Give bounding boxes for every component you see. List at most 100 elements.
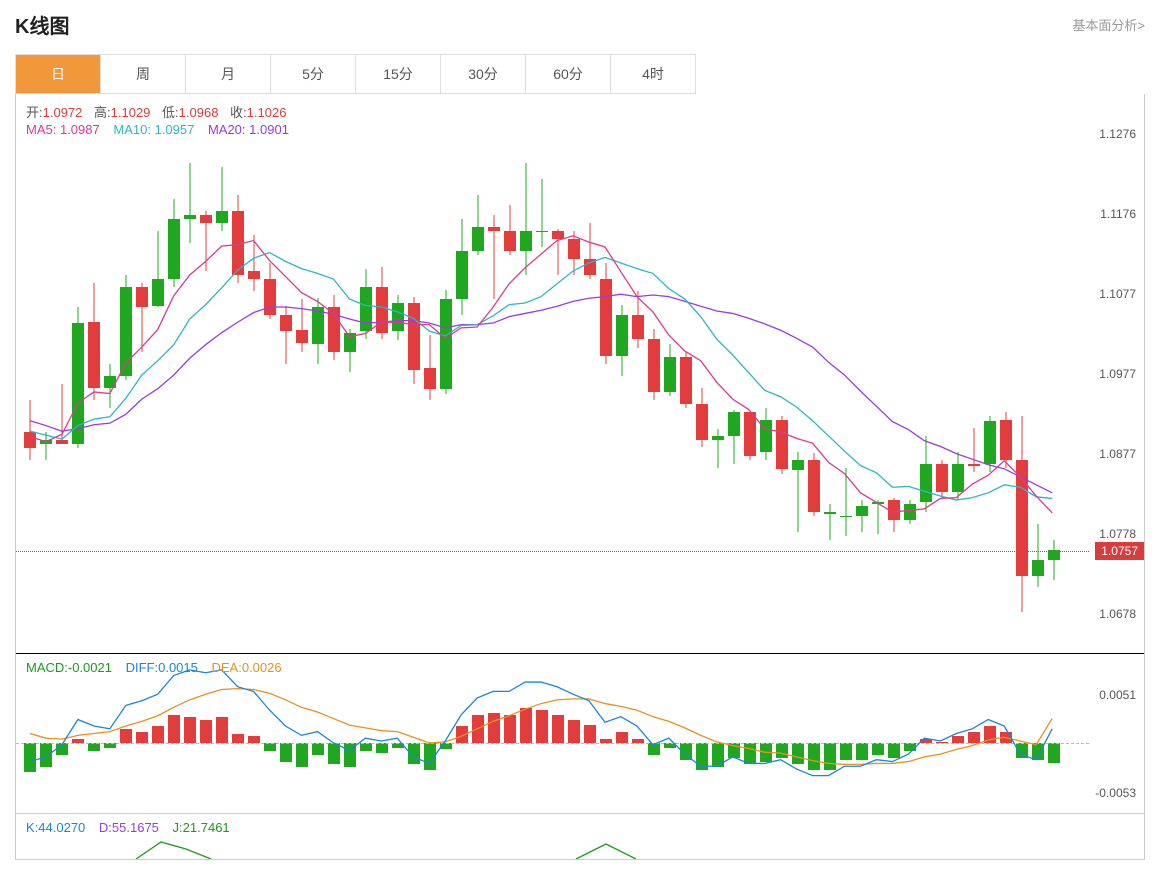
- macd-bar: [568, 720, 580, 744]
- candle[interactable]: [728, 410, 740, 464]
- candle[interactable]: [72, 307, 84, 447]
- y-tick-label: 1.0877: [1099, 447, 1136, 461]
- candle[interactable]: [840, 468, 852, 536]
- candle[interactable]: [216, 167, 228, 231]
- candle[interactable]: [520, 163, 532, 275]
- candle[interactable]: [776, 416, 788, 475]
- candle[interactable]: [920, 436, 932, 512]
- macd-bar: [152, 726, 164, 743]
- candle[interactable]: [232, 195, 244, 283]
- macd-bar: [728, 743, 740, 757]
- candle[interactable]: [584, 223, 596, 279]
- macd-bar: [88, 743, 100, 751]
- candle[interactable]: [360, 269, 372, 340]
- macd-bar: [792, 743, 804, 764]
- candle[interactable]: [200, 211, 212, 271]
- candle[interactable]: [632, 291, 644, 347]
- timeframe-tab[interactable]: 月: [186, 55, 271, 93]
- candle[interactable]: [616, 305, 628, 376]
- candle[interactable]: [104, 364, 116, 408]
- candle[interactable]: [808, 453, 820, 516]
- candle[interactable]: [600, 263, 612, 363]
- current-price-marker: 1.0757: [1095, 542, 1144, 560]
- candle[interactable]: [328, 295, 340, 359]
- candle[interactable]: [1048, 540, 1060, 580]
- candle[interactable]: [744, 412, 756, 460]
- macd-bar: [200, 720, 212, 744]
- main-plot-area[interactable]: [16, 94, 1089, 653]
- macd-bar: [360, 743, 372, 751]
- candle[interactable]: [488, 215, 500, 299]
- candle[interactable]: [136, 283, 148, 351]
- candle[interactable]: [952, 452, 964, 500]
- candle[interactable]: [264, 263, 276, 319]
- candle[interactable]: [552, 229, 564, 276]
- candle[interactable]: [824, 504, 836, 540]
- candle[interactable]: [184, 163, 196, 243]
- macd-plot-area[interactable]: [16, 654, 1089, 813]
- candle[interactable]: [296, 299, 308, 351]
- ma-readout: MA5: 1.0987 MA10: 1.0957 MA20: 1.0901: [26, 122, 289, 137]
- timeframe-tab[interactable]: 30分: [441, 55, 526, 93]
- candle[interactable]: [312, 298, 324, 364]
- candle[interactable]: [504, 205, 516, 256]
- candle[interactable]: [648, 329, 660, 400]
- candle[interactable]: [968, 428, 980, 472]
- candle[interactable]: [760, 408, 772, 460]
- candle[interactable]: [392, 295, 404, 339]
- candle[interactable]: [904, 500, 916, 524]
- macd-bar: [952, 736, 964, 744]
- timeframe-tab[interactable]: 4时: [611, 55, 696, 93]
- timeframe-tab[interactable]: 5分: [271, 55, 356, 93]
- candle[interactable]: [152, 231, 164, 307]
- candle[interactable]: [88, 283, 100, 399]
- candle[interactable]: [280, 306, 292, 364]
- candle[interactable]: [168, 199, 180, 287]
- candle[interactable]: [1000, 412, 1012, 468]
- candle[interactable]: [40, 432, 52, 460]
- macd-bar: [424, 743, 436, 769]
- candle[interactable]: [424, 335, 436, 399]
- candle[interactable]: [24, 400, 36, 460]
- candle[interactable]: [56, 384, 68, 444]
- candle[interactable]: [872, 500, 884, 534]
- candle[interactable]: [440, 290, 452, 394]
- candle[interactable]: [984, 416, 996, 472]
- candle[interactable]: [888, 498, 900, 532]
- macd-bar: [120, 729, 132, 743]
- kdj-panel[interactable]: K:44.0270 D:55.1675 J:21.7461: [16, 814, 1144, 859]
- candlestick-chart[interactable]: 开:1.0972 高:1.1029 低:1.0968 收:1.1026 MA5:…: [16, 94, 1144, 654]
- macd-bar: [456, 726, 468, 743]
- candle[interactable]: [376, 267, 388, 339]
- analysis-link[interactable]: 基本面分析>: [1072, 15, 1145, 34]
- candle[interactable]: [472, 195, 484, 255]
- macd-bar: [968, 732, 980, 743]
- timeframe-tab[interactable]: 60分: [526, 55, 611, 93]
- candle[interactable]: [456, 219, 468, 315]
- candle[interactable]: [1032, 524, 1044, 587]
- y-tick-label: 1.1176: [1100, 207, 1136, 221]
- macd-bar: [248, 736, 260, 744]
- candle[interactable]: [408, 297, 420, 384]
- candle[interactable]: [536, 179, 548, 247]
- candle[interactable]: [856, 500, 868, 532]
- macd-bar: [168, 715, 180, 743]
- candle[interactable]: [120, 275, 132, 379]
- candle[interactable]: [936, 460, 948, 499]
- timeframe-tabs: 日周月5分15分30分60分4时: [15, 54, 696, 94]
- macd-panel[interactable]: MACD:-0.0021 DIFF:0.0015 DEA:0.0026 0.00…: [16, 654, 1144, 814]
- candle[interactable]: [712, 429, 724, 468]
- candle[interactable]: [696, 388, 708, 447]
- timeframe-tab[interactable]: 周: [101, 55, 186, 93]
- candle[interactable]: [568, 231, 580, 275]
- candle[interactable]: [344, 329, 356, 372]
- candle[interactable]: [792, 452, 804, 532]
- macd-bar: [24, 743, 36, 771]
- timeframe-tab[interactable]: 日: [16, 55, 101, 93]
- candle[interactable]: [680, 352, 692, 408]
- timeframe-tab[interactable]: 15分: [356, 55, 441, 93]
- chart-title: K线图: [15, 10, 69, 39]
- candle[interactable]: [248, 235, 260, 291]
- candle[interactable]: [664, 344, 676, 396]
- candle[interactable]: [1016, 416, 1028, 613]
